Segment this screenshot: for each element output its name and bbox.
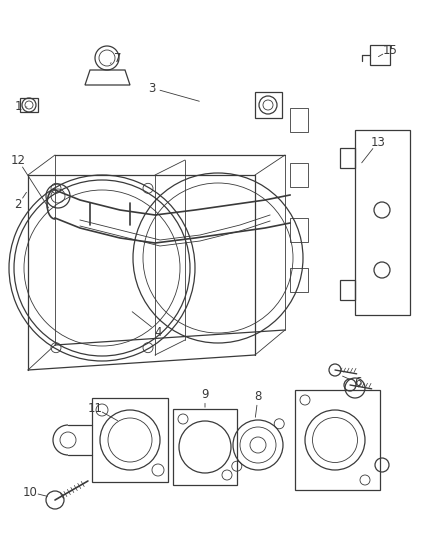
Text: 3: 3 bbox=[148, 82, 155, 94]
Text: 12: 12 bbox=[11, 154, 25, 166]
Text: 13: 13 bbox=[371, 135, 385, 149]
Text: 10: 10 bbox=[23, 486, 37, 498]
Text: 2: 2 bbox=[14, 198, 22, 212]
Text: 4: 4 bbox=[154, 326, 162, 338]
Text: 6: 6 bbox=[354, 376, 362, 390]
Text: 11: 11 bbox=[88, 401, 102, 415]
Text: 7: 7 bbox=[114, 52, 122, 64]
Text: 15: 15 bbox=[382, 44, 397, 56]
Text: 8: 8 bbox=[254, 391, 261, 403]
Text: 9: 9 bbox=[201, 389, 209, 401]
Text: 1: 1 bbox=[14, 101, 22, 114]
